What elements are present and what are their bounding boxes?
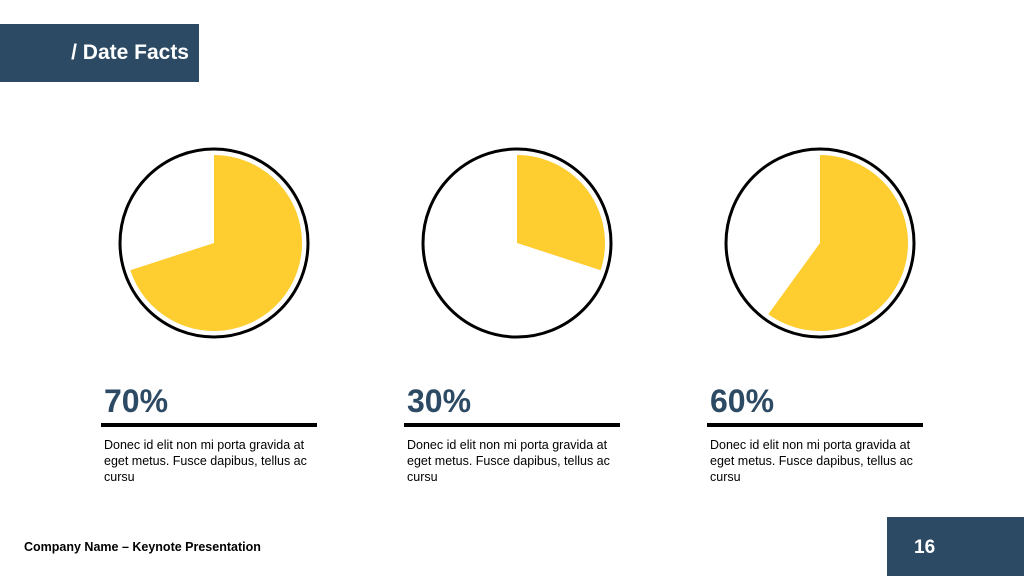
header-bar: / Date Facts	[0, 24, 199, 82]
page-number: 16	[914, 537, 936, 558]
fact-item: 70% Donec id elit non mi porta gravida at…	[101, 380, 317, 485]
divider	[101, 423, 317, 427]
description: Donec id elit non mi porta gravida at eg…	[407, 438, 610, 484]
percent-label: 60%	[710, 383, 775, 419]
description: Donec id elit non mi porta gravida at eg…	[710, 438, 913, 484]
pie-slice	[517, 155, 605, 271]
divider	[707, 423, 923, 427]
description: Donec id elit non mi porta gravida at eg…	[104, 438, 307, 484]
divider	[404, 423, 620, 427]
pie-slice	[130, 155, 302, 331]
footer-company: Company Name – Keynote Presentation	[24, 540, 261, 554]
fact-item: 30% Donec id elit non mi porta gravida at…	[404, 380, 620, 485]
pie-slice	[768, 155, 909, 332]
slide-title: / Date Facts	[71, 41, 189, 64]
percent-label: 30%	[407, 383, 472, 419]
page-box: 16	[887, 517, 1024, 576]
fact-item: 60% Donec id elit non mi porta gravida at…	[707, 380, 923, 485]
percent-label: 70%	[104, 383, 169, 419]
pies	[118, 147, 916, 339]
